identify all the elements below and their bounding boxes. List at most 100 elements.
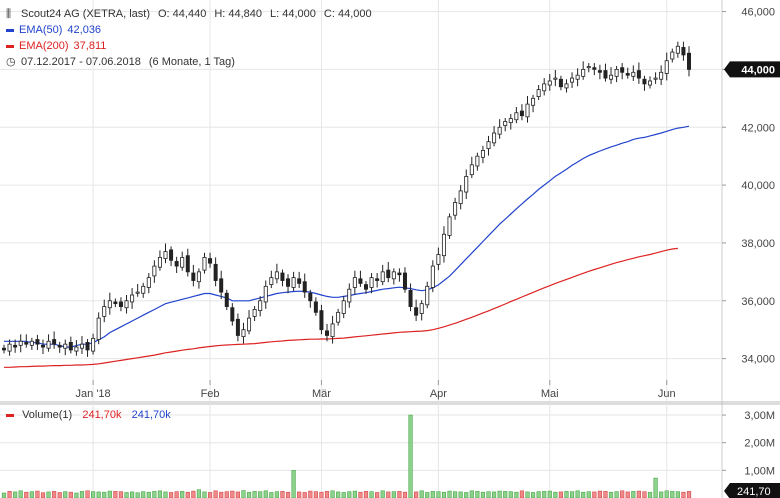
candle-body: [508, 118, 513, 124]
volume-bar: [252, 491, 257, 498]
candle: [447, 213, 452, 239]
volume-bar: [419, 490, 424, 498]
price-tag-label: 44,000: [741, 64, 775, 76]
volume-bar: [52, 491, 57, 498]
candle: [269, 270, 274, 289]
volume-bar: [547, 490, 552, 498]
candle-body: [297, 278, 302, 284]
candle-body: [152, 265, 157, 277]
volume-tag-bg: [724, 483, 780, 498]
candle: [146, 273, 151, 294]
candle-body: [581, 69, 586, 77]
volume-axis: 1,00M 2,00M 3,00M: [722, 410, 775, 477]
current-volume-tag: 241,70: [724, 483, 780, 498]
candle-body: [458, 190, 463, 205]
volume-bar: [168, 492, 174, 498]
candle: [430, 260, 435, 293]
candle-body: [130, 294, 135, 303]
volume-bar: [174, 491, 179, 498]
candle: [609, 67, 614, 84]
volume-bars-group: [1, 414, 692, 498]
candle: [408, 283, 413, 312]
volume-bar: [46, 491, 51, 498]
current-price-tag: 44,000: [724, 61, 780, 78]
volume-bar: [653, 477, 658, 498]
low-value: L: 44,000: [270, 8, 316, 20]
ema50-value: 42,036: [67, 24, 102, 36]
candle: [497, 119, 502, 139]
candle-body: [636, 70, 641, 79]
ema50-swatch: [6, 28, 14, 32]
volume-bar: [425, 492, 430, 498]
candle: [425, 281, 430, 309]
volume-bar: [458, 491, 463, 498]
candle: [135, 284, 140, 297]
candle-body: [341, 300, 346, 314]
candle: [570, 72, 575, 88]
volume-bar: [79, 491, 85, 498]
volume-bar: [597, 490, 602, 498]
candle: [57, 341, 62, 353]
volume-bar: [57, 492, 62, 498]
candle-body: [85, 342, 90, 351]
volume-bar: [7, 491, 12, 498]
open-value: O: 44,440: [158, 8, 207, 20]
volume-bar: [681, 491, 686, 498]
candle-body: [687, 52, 692, 70]
ema200-line: [4, 247, 678, 368]
volume-value-blue: 241,70k: [131, 409, 171, 421]
candle: [196, 268, 201, 289]
volume-bar: [369, 491, 374, 498]
volume-bar: [91, 491, 96, 498]
volume-bar: [308, 490, 313, 498]
candle: [252, 305, 257, 322]
candle: [213, 257, 218, 287]
volume-bar: [670, 491, 675, 498]
volume-bar: [636, 490, 641, 498]
candle-body: [208, 258, 213, 264]
candle-body: [553, 77, 558, 80]
candle: [681, 41, 686, 61]
price-tick-label: 46,000: [741, 7, 775, 19]
volume-bar: [414, 491, 419, 498]
candle-body: [24, 342, 29, 345]
candle-body: [302, 281, 307, 293]
candle: [542, 78, 547, 96]
volume-bar: [219, 491, 224, 498]
volume-name: Volume(1): [22, 409, 73, 421]
candle: [308, 289, 313, 308]
volume-bar: [386, 491, 391, 498]
ema200-value: 37,811: [73, 40, 107, 52]
candle: [492, 126, 497, 147]
candle-body: [453, 202, 458, 216]
candle-body: [241, 329, 246, 338]
volume-bar: [341, 492, 346, 498]
candle-body: [653, 77, 658, 80]
candle-body: [135, 291, 140, 294]
candle-body: [363, 284, 368, 290]
candle: [575, 68, 580, 87]
candle-body: [157, 256, 162, 268]
volume-bar: [508, 491, 513, 498]
ema200-name: EMA(200): [19, 40, 69, 52]
volume-bar: [319, 491, 324, 498]
candle-body: [347, 288, 352, 303]
candle-body: [631, 71, 636, 77]
volume-bar: [113, 491, 118, 498]
volume-bar: [447, 490, 452, 498]
candle-body: [402, 272, 407, 290]
volume-bar: [1, 492, 7, 498]
candle: [13, 339, 18, 353]
candle: [79, 336, 84, 354]
candle: [414, 299, 419, 322]
candle: [564, 79, 569, 93]
price-axis: 34,000 36,000 38,000 40,000 42,000 44,000 46,0…: [722, 7, 775, 366]
candle-body: [603, 70, 608, 79]
candle: [330, 315, 335, 344]
candle-body: [118, 301, 123, 307]
candle: [118, 297, 123, 312]
candle: [7, 339, 12, 356]
volume-bar: [258, 491, 263, 498]
volume-bar: [141, 491, 146, 498]
close-value: C: 44,000: [323, 8, 372, 20]
